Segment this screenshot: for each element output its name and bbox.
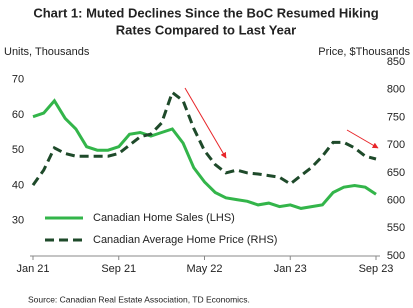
y2-tick-label: 850	[387, 56, 405, 68]
y2-tick-label: 500	[387, 250, 405, 262]
x-tick-label: Jan 23	[274, 263, 307, 275]
y2-tick-label: 550	[387, 222, 405, 234]
y2-tick-label: 600	[387, 194, 405, 206]
y2-tick-label: 650	[387, 167, 405, 179]
x-tick-label: May 22	[186, 263, 222, 275]
source-note: Source: Canadian Real Estate Association…	[28, 294, 250, 304]
chart-title: Rates Compared to Last Year	[116, 22, 296, 37]
y-tick-label: 30	[12, 215, 24, 227]
y2-tick-label: 800	[387, 84, 405, 96]
y-axis-label: Units, Thousands	[4, 46, 90, 58]
series-line	[31, 90, 377, 186]
y-tick-label: 70	[12, 74, 24, 86]
y-tick-label: 40	[12, 179, 24, 191]
x-tick-label: Sep 21	[101, 263, 136, 275]
y-tick-label: 60	[12, 109, 24, 121]
annotation-arrow	[346, 129, 379, 149]
x-tick-label: Sep 23	[359, 263, 394, 275]
series-line	[32, 98, 377, 210]
y2-tick-label: 700	[387, 139, 405, 151]
y2-axis-label: Price, $Thousands	[318, 46, 410, 58]
x-tick-label: Jan 21	[16, 263, 49, 275]
y2-tick-label: 750	[387, 111, 405, 123]
legend-label: Canadian Home Sales (LHS)	[93, 212, 235, 224]
chart-title: Chart 1: Muted Declines Since the BoC Re…	[33, 5, 378, 20]
y-tick-label: 50	[12, 144, 24, 156]
legend-label: Canadian Average Home Price (RHS)	[93, 234, 277, 246]
annotation-arrow	[184, 87, 227, 159]
